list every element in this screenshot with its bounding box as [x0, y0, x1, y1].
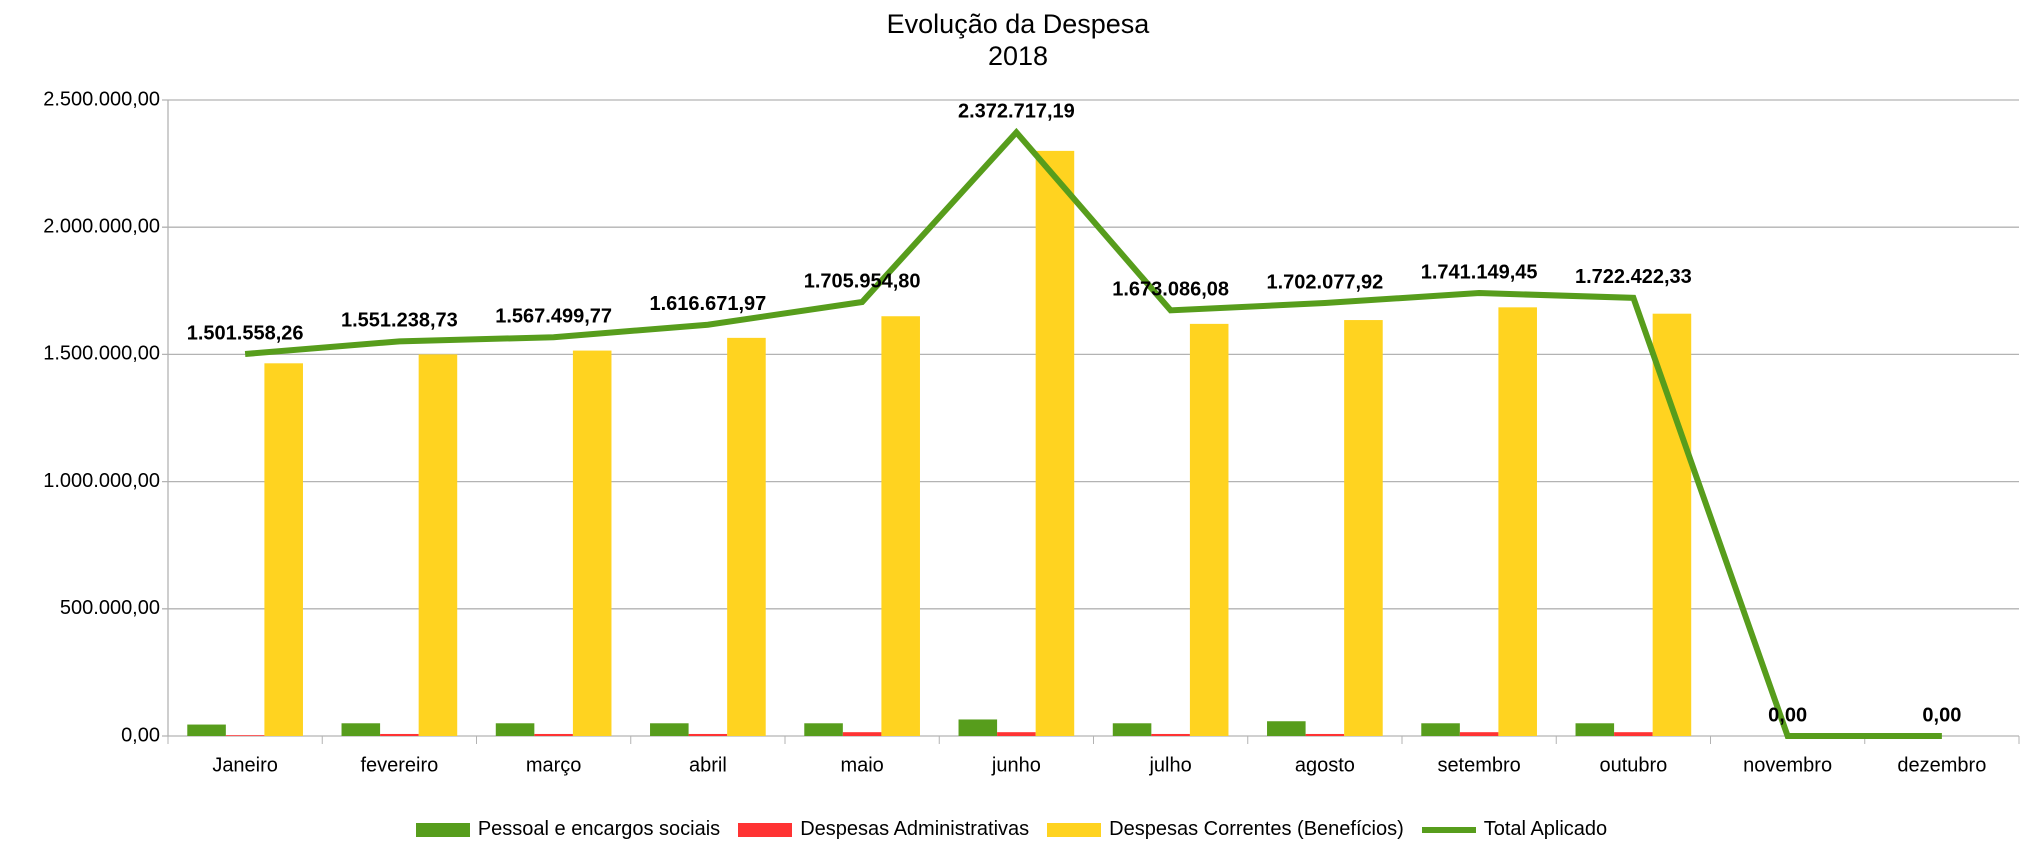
- x-tick-label: junho: [991, 754, 1041, 776]
- chart-title: Evolução da Despesa: [887, 9, 1151, 39]
- bar: [650, 723, 689, 736]
- legend-label: Despesas Administrativas: [800, 818, 1030, 840]
- bar: [1151, 733, 1190, 736]
- y-tick-label: 1.500.000,00: [43, 343, 160, 365]
- x-tick-label: novembro: [1743, 754, 1832, 776]
- line: [244, 127, 1942, 739]
- bar: [727, 337, 766, 736]
- data-label: 0,00: [1922, 704, 1961, 726]
- data-label: 1.705.954,80: [804, 270, 921, 292]
- data-label: 1.501.558,26: [187, 322, 304, 344]
- bar: [1305, 733, 1345, 736]
- legend-label: Despesas Correntes (Benefícios): [1109, 818, 1404, 840]
- chart-subtitle: 2018: [988, 41, 1048, 71]
- bar: [804, 723, 843, 736]
- bar: [688, 733, 728, 736]
- data-label: 1.741.149,45: [1421, 261, 1538, 283]
- x-tick-label: outubro: [1599, 754, 1667, 776]
- legend-item: Despesas Correntes (Benefícios): [1047, 818, 1404, 841]
- x-tick-label: agosto: [1295, 754, 1355, 776]
- bar: [187, 724, 226, 736]
- bar: [842, 732, 882, 736]
- x-tick-label: maio: [840, 754, 883, 776]
- y-tick-label: 0,00: [121, 724, 160, 746]
- y-tick-label: 2.500.000,00: [43, 88, 160, 110]
- bar: [534, 733, 573, 736]
- legend-item: Pessoal e encargos sociais: [415, 818, 721, 841]
- bar: [264, 363, 303, 736]
- x-tick-label: setembro: [1437, 754, 1520, 776]
- bar: [418, 354, 458, 736]
- data-label: 1.616.671,97: [649, 293, 766, 315]
- bar: [881, 316, 920, 736]
- legend-item: Total Aplicado: [1421, 818, 1608, 841]
- data-label: 2.372.717,19: [958, 101, 1075, 123]
- data-label: 1.673.086,08: [1112, 279, 1229, 301]
- legend-swatch: [738, 822, 793, 837]
- bar: [1575, 723, 1615, 736]
- bar: [1112, 723, 1152, 736]
- bar: [1614, 732, 1653, 736]
- legend-swatch: [415, 822, 470, 837]
- data-label: 1.551.238,73: [341, 310, 458, 332]
- bar: [1421, 723, 1460, 736]
- data-label: 1.722.422,33: [1575, 266, 1692, 288]
- legend-label: Total Aplicado: [1483, 818, 1608, 840]
- x-tick-label: dezembro: [1897, 754, 1986, 776]
- legend: Pessoal e encargos sociais Despesas Admin…: [0, 818, 2023, 841]
- x-tick-label: março: [526, 754, 582, 776]
- data-label: 1.567.499,77: [495, 306, 612, 328]
- data-label: 1.702.077,92: [1266, 271, 1383, 293]
- bar: [958, 719, 998, 736]
- legend-swatch: [1421, 826, 1476, 833]
- x-tick-label: fevereiro: [360, 754, 438, 776]
- y-tick-label: 1.000.000,00: [43, 470, 160, 492]
- bar: [1035, 150, 1075, 736]
- y-tick-label: 500.000,00: [60, 597, 160, 619]
- y-tick-label: 2.000.000,00: [43, 215, 160, 237]
- bar: [1267, 721, 1306, 736]
- bar: [1498, 307, 1537, 736]
- legend-swatch: [1047, 822, 1102, 837]
- bar: [225, 735, 265, 736]
- bar: [1652, 313, 1692, 736]
- legend-label: Pessoal e encargos sociais: [477, 818, 721, 840]
- x-tick-label: Janeiro: [212, 754, 278, 776]
- bar: [380, 733, 419, 736]
- bar: [1189, 323, 1229, 736]
- x-tick-label: julho: [1148, 754, 1191, 776]
- legend-item: Despesas Administrativas: [738, 818, 1029, 841]
- bar: [572, 350, 612, 736]
- x-tick-label: abril: [689, 754, 727, 776]
- data-label: 0,00: [1768, 704, 1807, 726]
- bar: [1344, 320, 1383, 736]
- bar: [1459, 732, 1499, 736]
- bar: [495, 723, 535, 736]
- bar: [341, 723, 381, 736]
- bar: [997, 732, 1036, 736]
